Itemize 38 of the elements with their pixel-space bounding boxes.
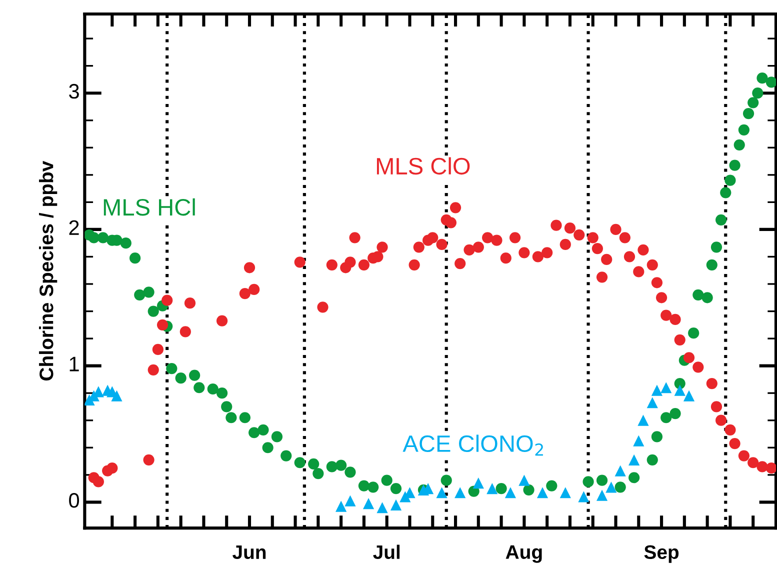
y-tick-label: 2 [69,220,79,235]
point [651,384,663,396]
point [472,478,484,489]
point [362,498,374,510]
x-tick-label: Aug [506,545,542,563]
point [674,384,686,396]
x-tick-label: Jun [232,545,266,560]
point [536,487,548,498]
y-axis-title: Chlorine Species / ppbv [39,160,58,380]
point [660,382,672,394]
point [633,435,644,446]
point [614,465,626,476]
point [638,414,649,426]
point [344,495,356,506]
point [454,487,466,498]
point [518,474,530,486]
point [390,499,402,510]
point [486,482,498,494]
point [628,454,640,466]
series-label: MLS HCl [104,198,195,216]
y-tick-label: 0 [69,493,80,508]
series-label: ACE ClONO$_{2}$ [402,434,543,456]
series-label: MLS ClO [376,157,470,175]
point [436,487,448,498]
y-tick-label: 1 [70,356,79,372]
point [111,390,122,402]
point [596,490,608,501]
point [560,487,571,498]
point [606,482,617,493]
point [376,502,388,514]
x-tick-label: Jul [373,544,400,560]
point [683,390,695,402]
x-tick-label: Sep [644,545,679,563]
point [336,500,347,512]
y-tick-label: 3 [69,84,79,99]
point [646,397,658,408]
point [504,487,516,498]
point [578,491,590,502]
